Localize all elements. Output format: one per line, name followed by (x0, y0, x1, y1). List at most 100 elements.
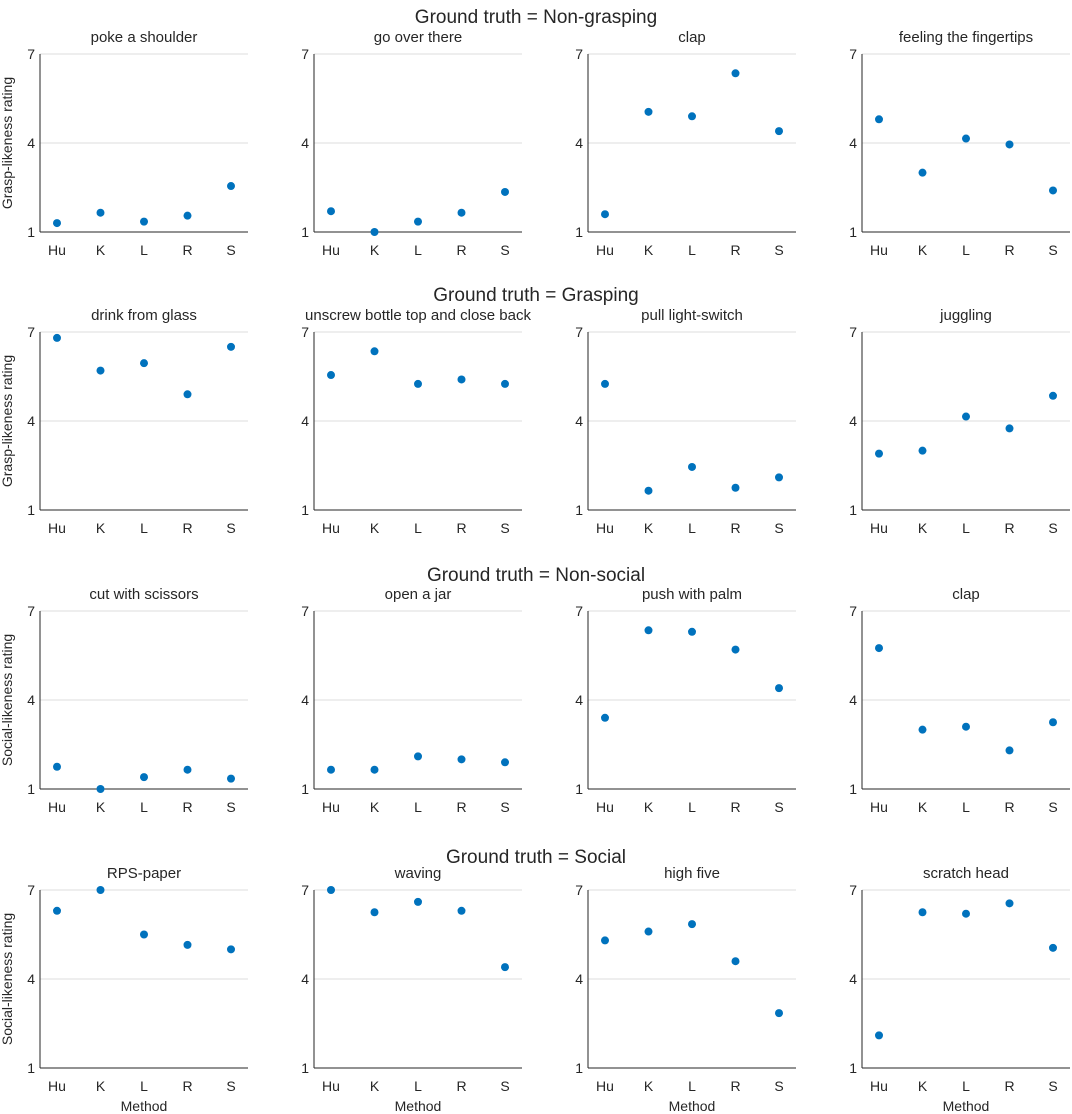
data-point (96, 886, 105, 894)
data-point (875, 1031, 883, 1040)
y-tick-label: 1 (849, 224, 857, 240)
y-tick-label: 4 (27, 692, 35, 708)
data-point (1005, 140, 1014, 149)
data-point (457, 375, 466, 384)
panel-title: push with palm (642, 586, 742, 603)
y-tick-label: 4 (849, 971, 857, 987)
y-tick-label: 7 (575, 882, 583, 898)
x-tick-label: L (688, 242, 696, 258)
x-tick-label: S (1048, 242, 1057, 258)
x-tick-label: Hu (48, 799, 66, 815)
data-point (1049, 391, 1057, 400)
x-tick-label: Hu (870, 1078, 888, 1094)
data-point (731, 483, 740, 492)
y-tick-label: 4 (849, 413, 857, 429)
row-title: Ground truth = Non-grasping (415, 7, 657, 28)
data-point (688, 112, 696, 121)
data-point (601, 713, 609, 722)
x-tick-label: L (688, 1078, 696, 1094)
x-tick-label: S (500, 242, 509, 258)
data-point (457, 208, 466, 217)
x-tick-label: K (96, 799, 106, 815)
data-point (414, 379, 422, 388)
x-tick-label: S (500, 1078, 509, 1094)
panel-title: clap (952, 586, 980, 603)
data-point (501, 187, 509, 196)
y-tick-label: 4 (575, 413, 583, 429)
x-tick-label: Hu (322, 520, 340, 536)
y-tick-label: 4 (575, 692, 583, 708)
x-tick-label: K (918, 1078, 928, 1094)
data-point (601, 210, 609, 219)
x-tick-label: S (500, 520, 509, 536)
y-axis-label: Social-likeness rating (0, 913, 15, 1045)
data-point (775, 1009, 783, 1018)
x-tick-label: S (774, 520, 783, 536)
data-point (1005, 424, 1014, 433)
panel-title: scratch head (923, 865, 1009, 882)
y-tick-label: 4 (27, 971, 35, 987)
panel-title: waving (394, 865, 442, 882)
x-tick-label: L (962, 799, 970, 815)
x-tick-label: K (96, 1078, 106, 1094)
data-point (644, 626, 653, 635)
x-tick-label: K (370, 1078, 380, 1094)
x-tick-label: L (962, 242, 970, 258)
y-tick-label: 1 (849, 1060, 857, 1076)
x-tick-label: R (1004, 520, 1014, 536)
x-tick-label: K (644, 242, 654, 258)
x-axis-label: Method (943, 1098, 990, 1114)
y-tick-label: 1 (575, 224, 583, 240)
panel-title: juggling (939, 307, 992, 324)
data-point (731, 957, 740, 966)
data-point (96, 785, 105, 793)
data-point (962, 134, 970, 143)
y-tick-label: 7 (301, 324, 309, 340)
x-tick-label: Hu (870, 520, 888, 536)
x-tick-label: L (414, 520, 422, 536)
x-tick-label: S (1048, 1078, 1057, 1094)
x-tick-label: L (688, 799, 696, 815)
y-tick-label: 7 (27, 603, 35, 619)
y-tick-label: 7 (27, 324, 35, 340)
y-tick-label: 4 (575, 971, 583, 987)
data-point (53, 762, 61, 771)
x-tick-label: L (414, 799, 422, 815)
x-tick-label: L (140, 520, 148, 536)
data-point (1005, 899, 1014, 908)
y-tick-label: 7 (301, 603, 309, 619)
x-tick-label: S (1048, 520, 1057, 536)
y-axis-label: Social-likeness rating (0, 634, 15, 766)
x-tick-label: K (918, 799, 928, 815)
data-point (53, 219, 61, 228)
panel-title: pull light-switch (641, 307, 743, 324)
y-tick-label: 4 (301, 135, 309, 151)
data-point (227, 342, 235, 351)
data-point (327, 886, 335, 894)
y-tick-label: 4 (301, 413, 309, 429)
x-tick-label: S (226, 520, 235, 536)
x-tick-label: Hu (48, 242, 66, 258)
x-tick-label: Hu (596, 520, 614, 536)
row-title: Ground truth = Grasping (433, 285, 638, 306)
panel-title: drink from glass (91, 307, 197, 324)
data-point (1049, 186, 1057, 195)
y-tick-label: 1 (301, 781, 309, 797)
data-point (501, 379, 509, 388)
y-tick-label: 1 (575, 502, 583, 518)
panel-title: open a jar (385, 586, 452, 603)
data-point (370, 908, 379, 917)
x-tick-label: L (688, 520, 696, 536)
y-tick-label: 7 (575, 46, 583, 62)
y-axis-label: Grasp-likeness rating (0, 355, 15, 487)
x-tick-label: Hu (48, 520, 66, 536)
data-point (875, 115, 883, 124)
panel-title: unscrew bottle top and close back (305, 307, 531, 324)
data-point (501, 758, 509, 767)
x-tick-label: R (1004, 242, 1014, 258)
y-tick-label: 7 (27, 46, 35, 62)
x-tick-label: K (96, 520, 106, 536)
x-tick-label: S (1048, 799, 1057, 815)
x-tick-label: R (456, 1078, 466, 1094)
data-point (183, 390, 192, 399)
